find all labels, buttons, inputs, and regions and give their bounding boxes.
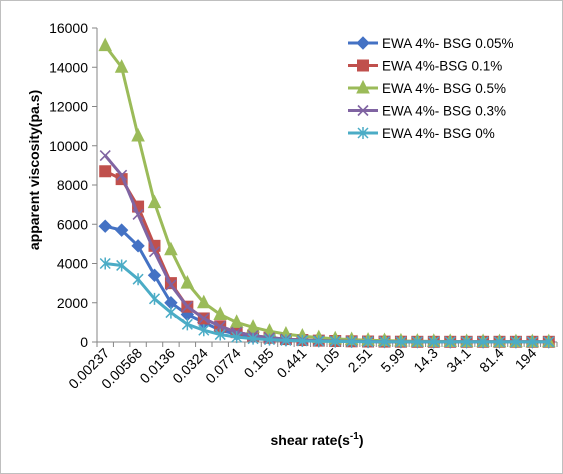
legend-marker [358,60,369,71]
x-axis-title-main: shear rate(s [271,432,351,448]
x-axis-title-suffix: ) [359,432,364,448]
legend-label: EWA 4%- BSG 0.05% [382,36,514,51]
y-tick-label: 14000 [49,59,88,75]
y-tick-label: 12000 [49,99,88,115]
y-tick-label: 2000 [57,295,88,311]
y-tick-label: 10000 [49,138,88,154]
legend-label: EWA 4%-BSG 0.1% [382,59,502,74]
x-axis-title: shear rate(s-1) [271,431,364,448]
legend-label: EWA 4%- BSG 0% [382,126,495,141]
y-axis-title: apparent viscosity(pa.s) [26,90,42,250]
y-tick-label: 8000 [57,177,88,193]
y-tick-label: 16000 [49,20,88,36]
data-point [100,166,111,177]
y-tick-label: 6000 [57,216,88,232]
legend-label: EWA 4%- BSG 0.3% [382,104,506,119]
legend-label: EWA 4%- BSG 0.5% [382,81,506,96]
y-tick-label: 0 [80,334,88,350]
y-tick-label: 4000 [57,256,88,272]
